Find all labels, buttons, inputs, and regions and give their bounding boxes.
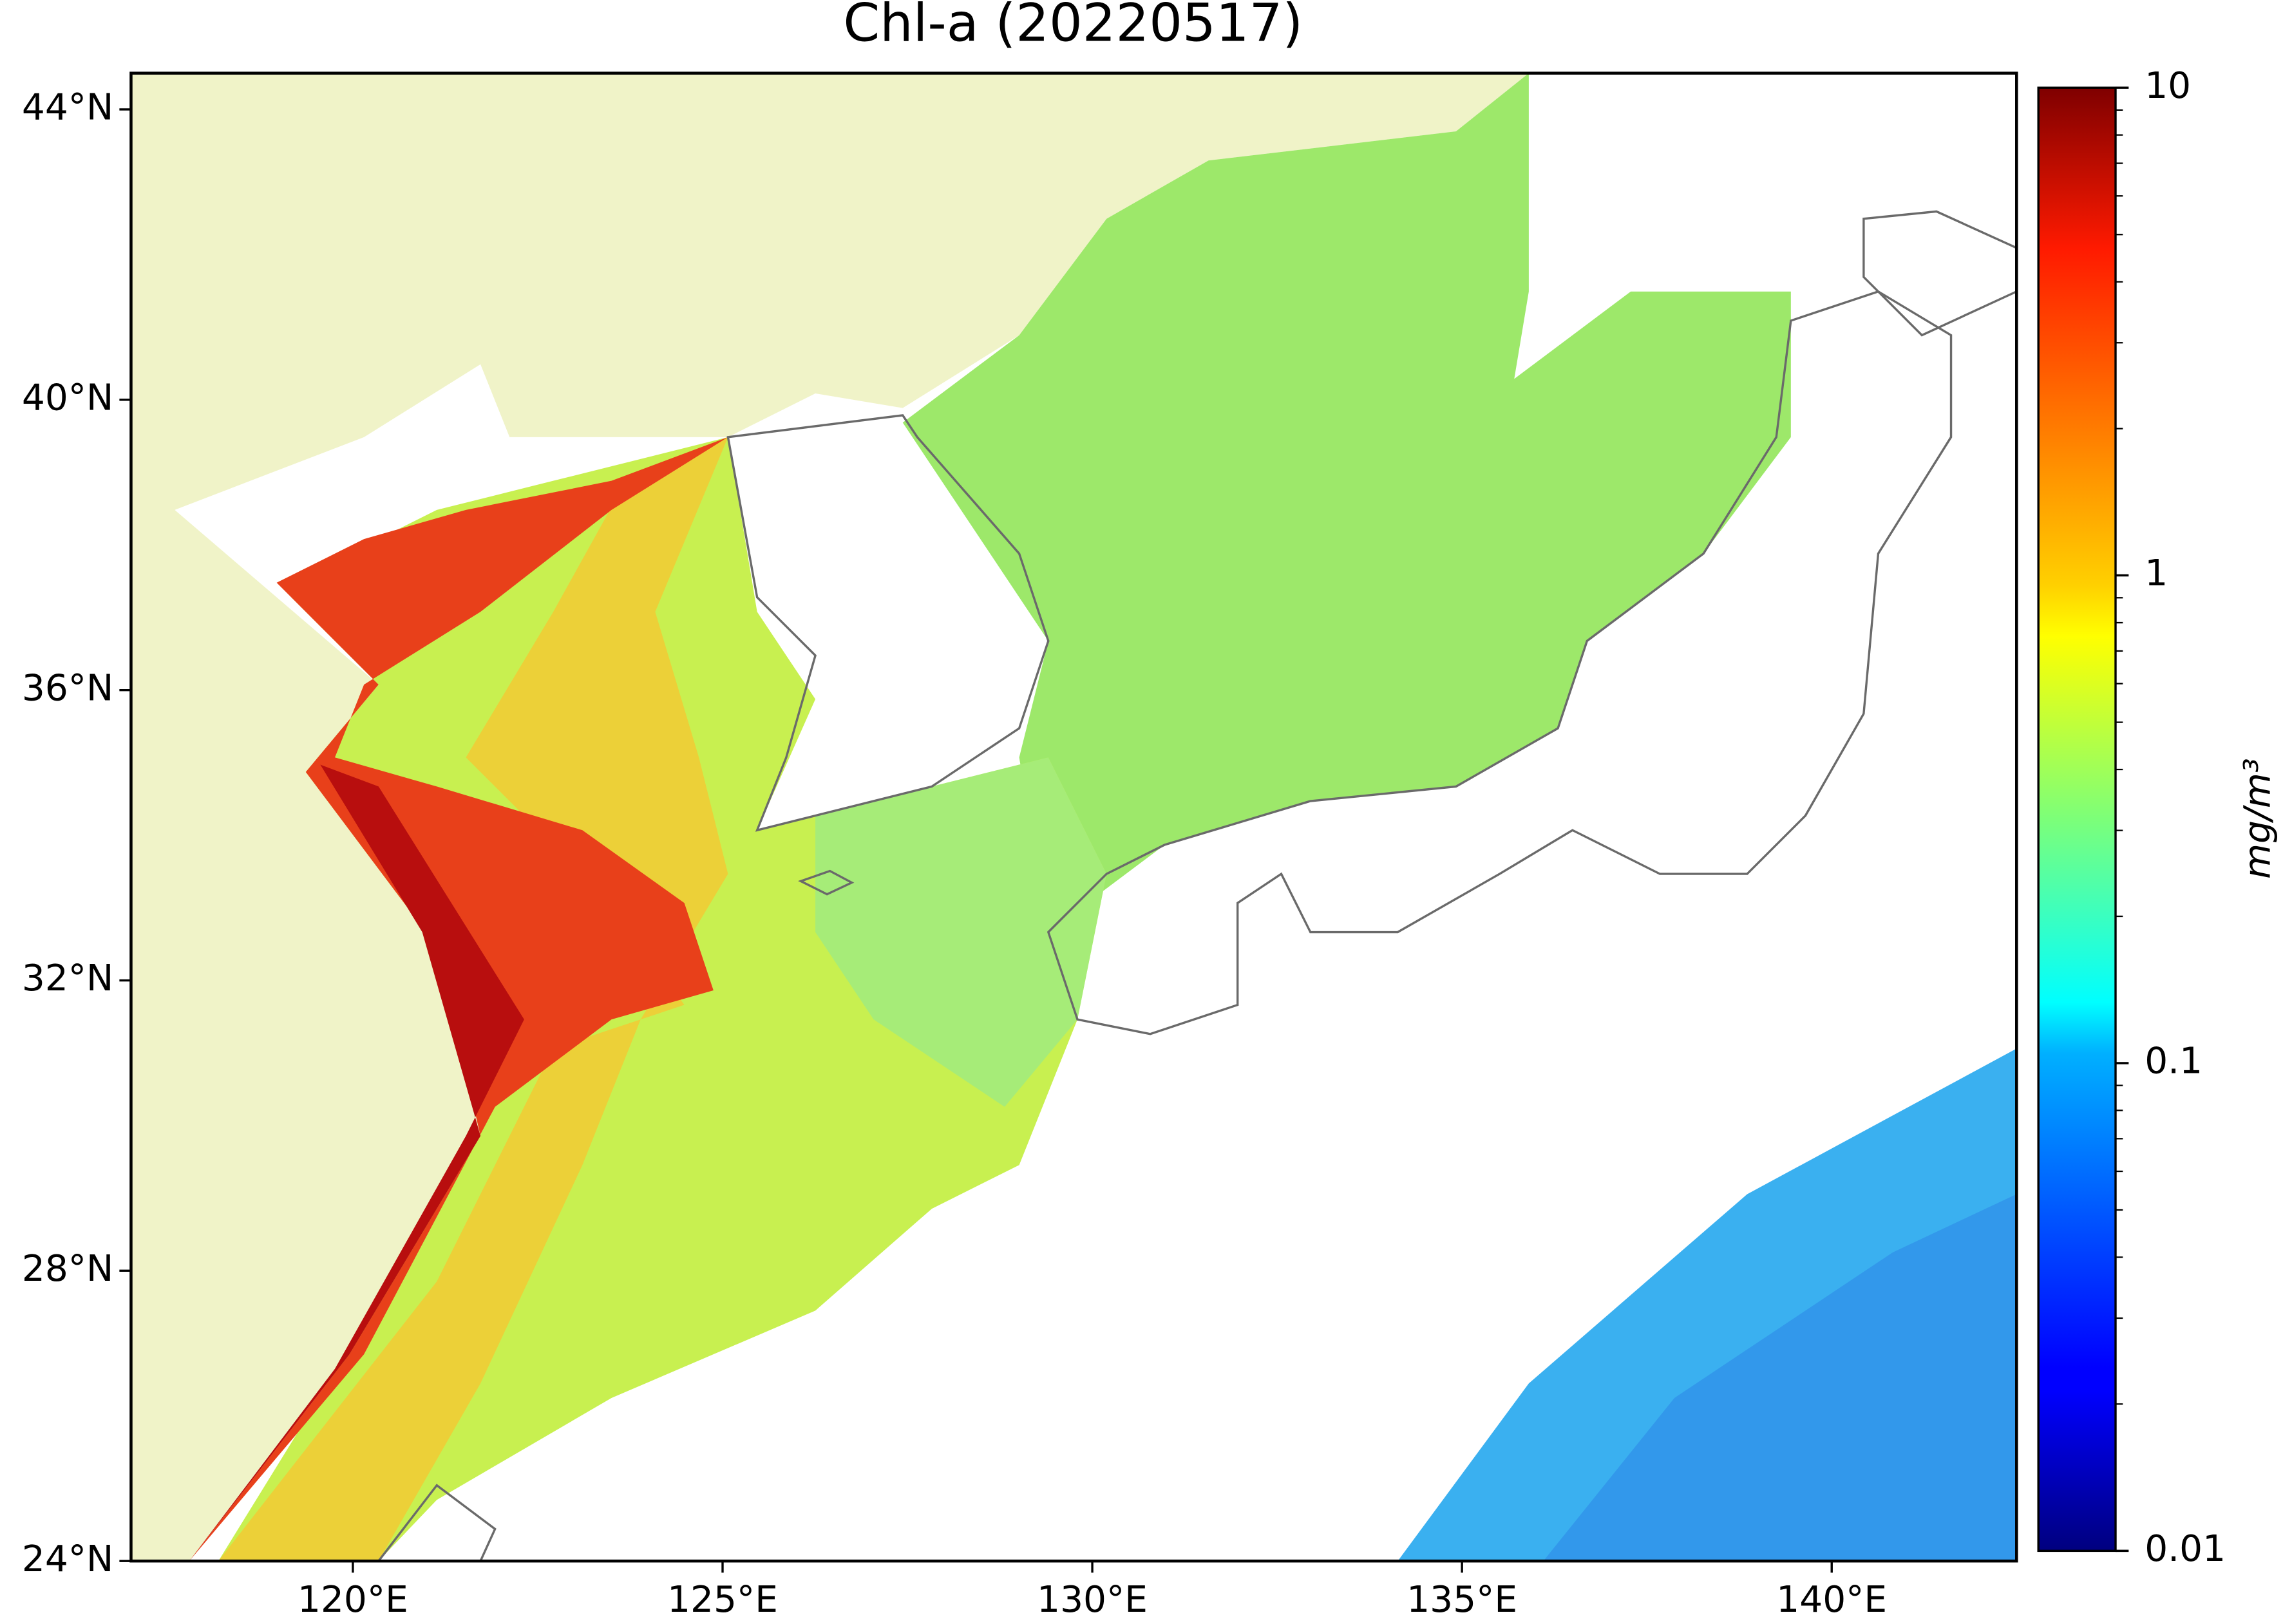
jeju xyxy=(798,869,855,896)
y-tick-label: 44°N xyxy=(22,87,113,129)
y-tick-label: 32°N xyxy=(22,958,113,999)
y-tick-label: 28°N xyxy=(22,1248,113,1290)
sea-of-japan-chl xyxy=(902,73,1791,932)
taiwan xyxy=(377,1484,497,1562)
x-tick-label: 135°E xyxy=(1407,1579,1517,1621)
colorbar xyxy=(2037,86,2117,1553)
colorbar-tick-label: 0.1 xyxy=(2145,1041,2202,1082)
colorbar-label: mg/m³ xyxy=(2237,758,2278,879)
hokkaido xyxy=(1862,210,2017,337)
x-tick-label: 140°E xyxy=(1776,1579,1887,1621)
korea-strait-chl xyxy=(815,757,1107,1107)
y-tick-label: 40°N xyxy=(22,377,113,419)
map-title: Chl-a (20220517) xyxy=(843,0,1303,54)
pacific-chl-low xyxy=(1543,1194,2017,1562)
colorbar-tick-label: 10 xyxy=(2145,65,2191,107)
korea xyxy=(726,414,1050,832)
colorbar-tick-label: 1 xyxy=(2145,552,2168,594)
colorbar-tick-label: 0.01 xyxy=(2145,1528,2226,1570)
y-tick-label: 24°N xyxy=(22,1538,113,1580)
x-tick-label: 125°E xyxy=(667,1579,778,1621)
map-area xyxy=(131,73,2017,1562)
japan xyxy=(1047,290,1953,1035)
x-tick-label: 120°E xyxy=(298,1579,408,1621)
y-tick-label: 36°N xyxy=(22,667,113,709)
plot-frame xyxy=(129,71,2018,1563)
coastal-chl-high xyxy=(189,764,524,1562)
shelf-chl xyxy=(218,437,728,1562)
x-tick-label: 130°E xyxy=(1037,1579,1148,1621)
